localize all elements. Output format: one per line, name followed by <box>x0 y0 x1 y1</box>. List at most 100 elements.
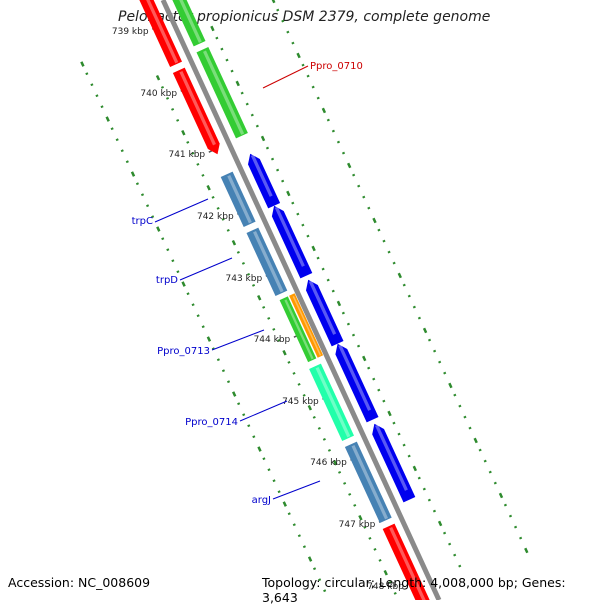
gc-mark <box>267 468 271 472</box>
ruler-tick-label: 740 kbp <box>140 89 177 99</box>
gc-mark <box>332 459 338 466</box>
gc-mark <box>282 501 287 507</box>
gc-mark <box>282 349 287 356</box>
feature-blue-trpc[interactable] <box>248 153 281 209</box>
gc-mark <box>206 336 212 342</box>
gc-mark <box>255 124 259 128</box>
gc-mark <box>343 481 347 485</box>
feature-steelblue-trpd[interactable] <box>246 227 288 296</box>
gc-mark <box>483 459 487 463</box>
feature-aqua-ppro0714[interactable] <box>309 363 354 441</box>
genome-summary-text: Topology: circular; Length: 4,008,000 bp… <box>262 575 566 605</box>
gc-mark <box>291 201 295 205</box>
ruler-tick-label: 743 kbp <box>226 274 263 284</box>
gc-mark <box>397 272 402 279</box>
gc-mark <box>358 514 363 521</box>
gc-mark <box>443 371 447 375</box>
gc-mark <box>321 107 327 114</box>
feature-red-ppro0709[interactable] <box>172 67 220 155</box>
gc-mark <box>312 415 316 419</box>
feature-green-ppro0713[interactable] <box>279 296 317 363</box>
gc-mark <box>427 498 431 502</box>
genome-backbone <box>160 0 442 600</box>
feature-green-ppro0710-body <box>196 47 248 139</box>
feature-orange-ppro0713[interactable] <box>289 293 324 358</box>
gc-mark <box>226 228 230 232</box>
gc-mark <box>402 283 406 287</box>
gc-mark <box>145 204 150 208</box>
feature-blue-argj-shine <box>375 424 408 491</box>
feature-green-ppro0713-shine <box>284 299 314 360</box>
feature-steelblue-trpd-shine <box>253 231 284 293</box>
ruler-tick-label: 742 kbp <box>197 212 234 222</box>
feature-green-upper[interactable] <box>166 0 206 47</box>
gc-mark <box>240 91 244 95</box>
gene-label-argj-text: argJ <box>252 495 271 506</box>
feature-steelblue-trpd-body <box>246 227 288 296</box>
feature-red-lower-body <box>382 523 430 600</box>
gc-mark <box>407 294 411 298</box>
gc-mark <box>80 61 85 67</box>
gc-mark <box>296 52 301 59</box>
feature-green-ppro0710[interactable] <box>196 47 248 139</box>
ruler-tick-label: 739 kbp <box>112 27 149 37</box>
gene-label-trpc[interactable]: trpC <box>132 198 209 227</box>
gene-label-argj-leader <box>272 480 321 500</box>
gene-label-trpd[interactable]: trpD <box>156 257 233 286</box>
gc-mark <box>120 149 124 153</box>
gc-mark <box>241 261 245 265</box>
feature-red-lower-shine <box>389 527 426 600</box>
gc-mark <box>387 250 391 254</box>
gc-mark <box>307 404 313 411</box>
feature-red-lower[interactable] <box>382 523 436 600</box>
feature-steelblue-trpc-body <box>220 171 256 227</box>
gene-label-trpd-text: trpD <box>156 275 178 286</box>
gc-mark <box>125 160 129 164</box>
gc-mark <box>291 41 295 45</box>
feature-red-upper[interactable] <box>139 0 182 67</box>
gc-mark <box>513 525 518 529</box>
gc-mark <box>292 371 296 375</box>
feature-steelblue-argj[interactable] <box>344 441 392 523</box>
feature-blue-ppro0714[interactable] <box>335 343 379 423</box>
gc-mark <box>306 234 310 238</box>
feature-blue-ppro0713[interactable] <box>306 279 344 347</box>
gc-mark <box>252 435 256 439</box>
gc-mark <box>251 283 256 287</box>
feature-blue-argj[interactable] <box>372 423 416 503</box>
gc-mark <box>458 564 462 568</box>
feature-orange-ppro0713-body <box>289 293 324 358</box>
gc-mark <box>250 113 254 117</box>
ruler-ticks: 739 kbp 740 kbp 741 kbp 742 kbp 743 kbp 744 k… <box>112 24 417 592</box>
gc-mark <box>356 344 361 348</box>
gene-label-trpc-leader <box>154 198 209 223</box>
gc-mark <box>221 369 226 373</box>
gc-mark <box>372 377 376 381</box>
feature-steelblue-argj-shine <box>351 445 389 520</box>
gene-label-ppro0710[interactable]: Ppro_0710 <box>262 61 363 89</box>
gc-mark <box>412 305 416 309</box>
gc-mark <box>156 226 161 232</box>
ruler-tick-label: 745 kbp <box>282 397 319 407</box>
gc-mark <box>276 168 280 172</box>
gene-labels: Ppro_0710 trpC trpD Ppro_0713 Ppro_0714 argJ <box>132 61 363 506</box>
gc-mark <box>422 487 426 491</box>
gene-label-ppro0714[interactable]: Ppro_0714 <box>185 400 288 428</box>
gc-mark <box>265 146 270 150</box>
gene-label-ppro0713[interactable]: Ppro_0713 <box>157 329 265 357</box>
gc-mark <box>226 380 231 384</box>
feature-blue-ppro0713-body <box>306 279 344 347</box>
gene-label-ppro0713-leader <box>211 329 265 351</box>
gc-mark <box>257 446 262 452</box>
gc-mark <box>176 118 180 122</box>
gc-mark <box>161 237 165 241</box>
gc-mark <box>181 281 186 287</box>
feature-green-ppro0710-shine <box>203 50 245 135</box>
feature-green-upper-shine <box>179 0 202 43</box>
gene-label-argj[interactable]: argJ <box>252 480 321 506</box>
gene-label-ppro0714-text: Ppro_0714 <box>185 417 238 428</box>
feature-blue-trpd[interactable] <box>271 205 313 279</box>
feature-steelblue-trpc[interactable] <box>220 171 256 227</box>
gc-mark <box>307 556 313 562</box>
gc-mark <box>105 116 110 122</box>
